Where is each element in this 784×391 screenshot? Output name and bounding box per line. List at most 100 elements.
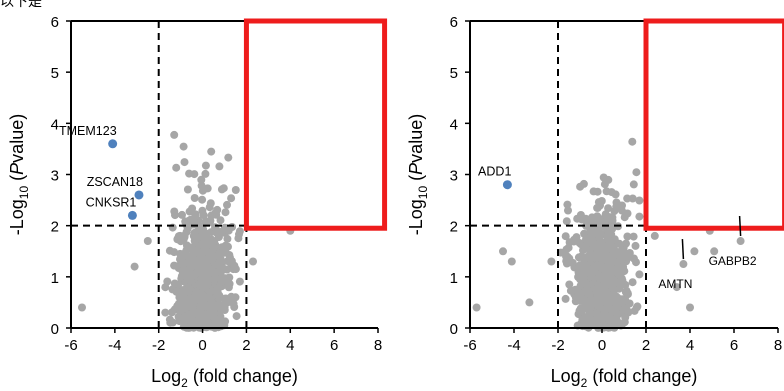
x-tick-label: -2 xyxy=(152,337,165,354)
data-point xyxy=(611,308,620,317)
y-tick-label: 2 xyxy=(51,219,59,236)
data-point xyxy=(231,186,240,194)
data-point xyxy=(170,279,179,288)
x-tick-label: 8 xyxy=(774,337,782,354)
data-point xyxy=(635,196,644,205)
data-point xyxy=(224,226,233,235)
data-point xyxy=(224,153,233,162)
x-axis-title-part: 2 xyxy=(581,376,588,390)
data-point xyxy=(217,277,226,286)
data-point xyxy=(578,260,586,269)
data-point xyxy=(168,318,177,327)
data-point xyxy=(213,284,222,293)
y-tick-label: 4 xyxy=(450,116,458,133)
data-point xyxy=(690,247,699,256)
data-point xyxy=(563,252,572,261)
data-point xyxy=(211,208,220,217)
data-point xyxy=(205,310,214,319)
data-point xyxy=(583,304,592,313)
data-point xyxy=(188,303,196,311)
data-point xyxy=(613,297,622,306)
data-point xyxy=(185,207,194,216)
data-point xyxy=(565,280,574,289)
data-point xyxy=(223,234,232,243)
data-point xyxy=(235,277,244,286)
data-point xyxy=(620,267,629,276)
highlighted-gene-point xyxy=(502,180,512,190)
data-point xyxy=(184,297,193,305)
data-point xyxy=(595,272,604,281)
x-tick-label: -2 xyxy=(551,337,564,354)
data-point xyxy=(547,257,556,266)
x-tick-label: 4 xyxy=(286,337,294,354)
data-point xyxy=(607,315,616,324)
data-point xyxy=(686,303,694,312)
y-axis-title-part: ( xyxy=(7,175,27,186)
x-tick-label: 4 xyxy=(686,337,694,354)
y-tick-label: 1 xyxy=(450,270,458,287)
data-point xyxy=(165,246,174,255)
gene-label: TMEM123 xyxy=(59,124,117,138)
data-point xyxy=(172,287,181,296)
data-point xyxy=(183,185,192,194)
gene-label: ADD1 xyxy=(478,165,511,179)
data-point xyxy=(607,188,616,197)
data-point xyxy=(161,283,170,292)
data-point xyxy=(633,302,642,311)
data-point xyxy=(221,294,230,303)
data-point xyxy=(195,293,203,302)
x-tick-label: -6 xyxy=(463,337,476,354)
data-point xyxy=(525,298,534,307)
y-axis-title-part: 10 xyxy=(416,186,430,200)
data-point xyxy=(249,257,257,266)
data-point xyxy=(183,252,192,261)
data-point xyxy=(143,237,152,245)
data-point xyxy=(596,303,605,312)
data-point xyxy=(199,231,208,240)
data-point xyxy=(629,180,638,189)
labeled-gene-point xyxy=(736,237,745,246)
volcano-plot-1: -6 -4 -2 0 2 4 6 8 0 1 2 3 4 5 6 TMEM123 ZSCAN18 CNKSR1 Lo… xyxy=(7,14,388,390)
data-point xyxy=(632,168,641,177)
data-point xyxy=(231,293,240,302)
data-point xyxy=(710,247,719,256)
gene-label-leader xyxy=(738,215,742,237)
y-axis-title-part: P xyxy=(7,163,27,175)
data-point xyxy=(199,255,208,264)
data-point xyxy=(180,232,189,241)
data-point xyxy=(130,262,139,271)
data-point xyxy=(202,269,211,278)
data-point xyxy=(620,248,629,257)
x-tick-label: -6 xyxy=(64,337,77,354)
data-point xyxy=(562,217,571,226)
x-axis-title-part: Log xyxy=(551,366,581,386)
data-point xyxy=(178,286,187,295)
x-tick-label: -4 xyxy=(507,337,520,354)
data-point xyxy=(625,299,634,308)
data-point xyxy=(623,232,632,241)
data-point xyxy=(561,232,570,241)
data-point xyxy=(178,210,186,219)
data-point xyxy=(588,253,596,262)
y-tick-label: 1 xyxy=(51,270,59,287)
y-axis-title-part: P xyxy=(406,163,426,175)
x-axis-title: Log2 (fold change) xyxy=(551,366,698,390)
y-axis-title-part: value) xyxy=(7,114,27,163)
x-tick-label: 0 xyxy=(598,337,606,354)
x-tick-label: 0 xyxy=(198,337,206,354)
data-point xyxy=(224,283,233,292)
highlighted-gene-point xyxy=(134,190,144,200)
x-axis-title-part: Log xyxy=(151,366,181,386)
data-point xyxy=(221,208,230,217)
data-point xyxy=(635,212,644,221)
data-point xyxy=(564,206,572,215)
data-point xyxy=(594,281,603,290)
data-point xyxy=(603,267,612,275)
data-point xyxy=(170,261,179,270)
data-point xyxy=(196,222,205,231)
data-point xyxy=(628,137,637,146)
data-point xyxy=(201,217,210,226)
data-point xyxy=(201,169,210,178)
highlight-box xyxy=(643,18,784,231)
data-point xyxy=(614,278,623,287)
